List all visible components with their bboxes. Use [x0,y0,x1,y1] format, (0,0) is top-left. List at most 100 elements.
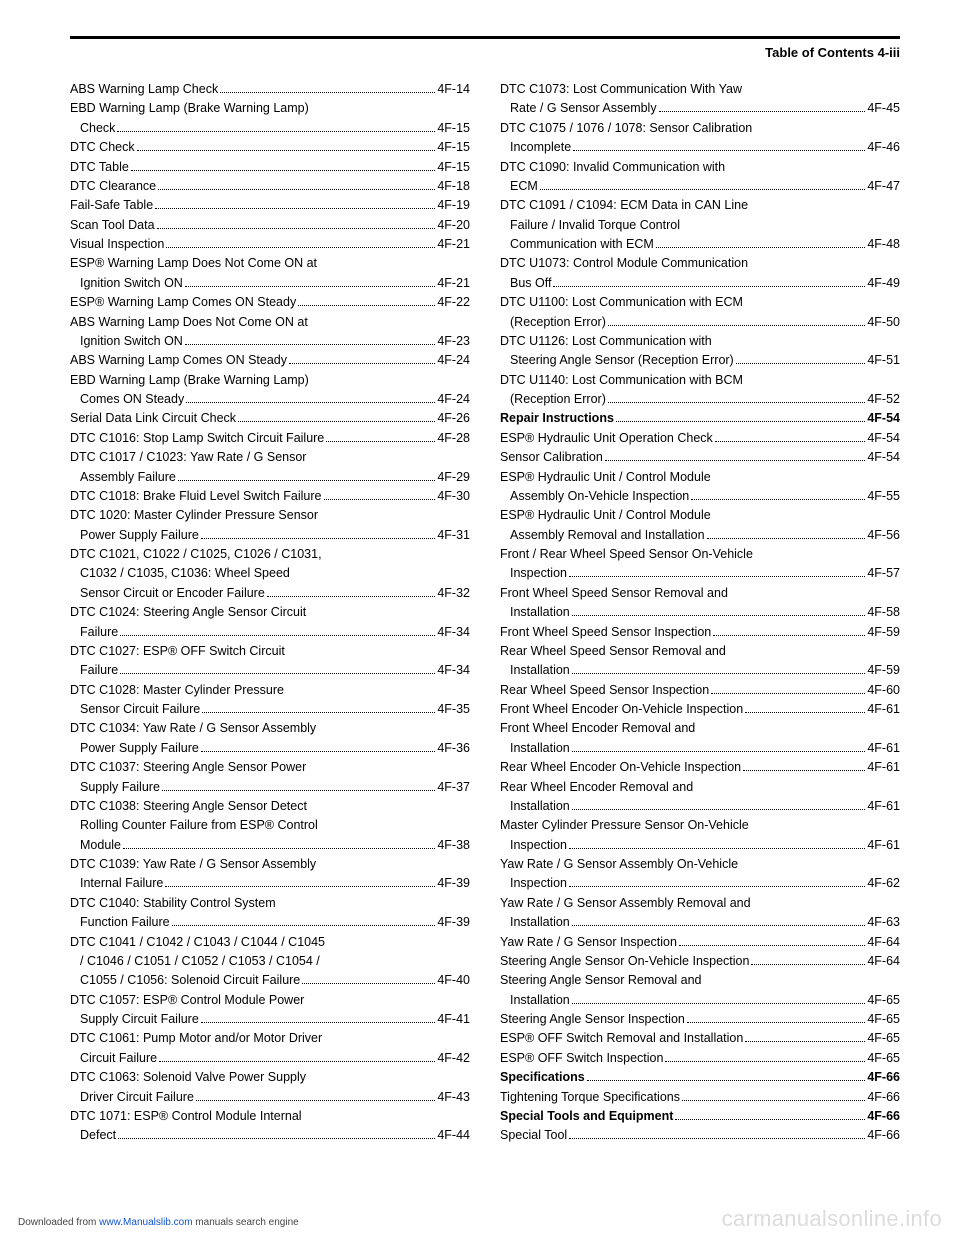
footer-prefix: Downloaded from [18,1217,99,1228]
toc-label: Scan Tool Data [70,216,155,235]
toc-entry: Circuit Failure4F-42 [70,1049,470,1068]
toc-page: 4F-29 [437,468,470,487]
toc-leader-dots [540,189,866,190]
toc-entry: Defect4F-44 [70,1126,470,1145]
toc-entry: Function Failure4F-39 [70,913,470,932]
toc-page: 4F-62 [867,874,900,893]
toc-entry-line: C1032 / C1035, C1036: Wheel Speed [70,564,470,583]
toc-page: 4F-64 [867,933,900,952]
toc-label: Ignition Switch ON [80,332,183,351]
toc-leader-dots [120,635,435,636]
toc-label: Rate / G Sensor Assembly [510,99,657,118]
toc-page: 4F-59 [867,661,900,680]
toc-page: 4F-35 [437,700,470,719]
toc-entry: Yaw Rate / G Sensor Inspection4F-64 [500,933,900,952]
toc-entry: Power Supply Failure4F-31 [70,526,470,545]
toc-entry: Ignition Switch ON4F-23 [70,332,470,351]
toc-label: ESP® OFF Switch Inspection [500,1049,663,1068]
toc-label: (Reception Error) [510,390,606,409]
toc-page: 4F-57 [867,564,900,583]
toc-page: 4F-34 [437,623,470,642]
toc-leader-dots [675,1119,865,1120]
toc-entry: Assembly Failure4F-29 [70,468,470,487]
footer-suffix: manuals search engine [193,1217,299,1228]
toc-entry-line: DTC C1061: Pump Motor and/or Motor Drive… [70,1029,470,1048]
toc-entry: Rear Wheel Encoder On-Vehicle Inspection… [500,758,900,777]
toc-entry: Assembly On-Vehicle Inspection4F-55 [500,487,900,506]
toc-entry-line: DTC C1037: Steering Angle Sensor Power [70,758,470,777]
toc-entry-line: DTC C1091 / C1094: ECM Data in CAN Line [500,196,900,215]
toc-entry: Sensor Circuit or Encoder Failure 4F-32 [70,584,470,603]
toc-leader-dots [659,111,866,112]
toc-entry-line: DTC U1126: Lost Communication with [500,332,900,351]
toc-page: 4F-46 [867,138,900,157]
toc-label: Inspection [510,836,567,855]
toc-entry-line: Front Wheel Encoder Removal and [500,719,900,738]
toc-entry: Bus Off4F-49 [500,274,900,293]
toc-page: 4F-66 [867,1107,900,1126]
toc-entry-line: ESP® Hydraulic Unit / Control Module [500,468,900,487]
toc-page: 4F-61 [867,797,900,816]
toc-leader-dots [608,402,865,403]
toc-page: 4F-34 [437,661,470,680]
toc-entry-line: DTC C1038: Steering Angle Sensor Detect [70,797,470,816]
toc-page: 4F-41 [437,1010,470,1029]
toc-entry: Comes ON Steady4F-24 [70,390,470,409]
toc-entry-line: DTC C1057: ESP® Control Module Power [70,991,470,1010]
footer-link[interactable]: www.Manualslib.com [99,1217,192,1228]
toc-page: 4F-24 [437,351,470,370]
toc-leader-dots [166,247,435,248]
toc-label: ABS Warning Lamp Check [70,80,218,99]
toc-label: Tightening Torque Specifications [500,1088,680,1107]
toc-entry: Installation4F-65 [500,991,900,1010]
toc-page: 4F-37 [437,778,470,797]
toc-page: 4F-21 [437,235,470,254]
toc-page: 4F-56 [867,526,900,545]
toc-page: 4F-63 [867,913,900,932]
toc-page: 4F-31 [437,526,470,545]
toc-page: 4F-15 [437,158,470,177]
toc-entry: Failure4F-34 [70,623,470,642]
watermark: carmanualsonline.info [722,1206,942,1232]
toc-entry: ESP® Warning Lamp Comes ON Steady4F-22 [70,293,470,312]
toc-page: 4F-39 [437,913,470,932]
toc-leader-dots [572,615,866,616]
toc-entry: Installation4F-59 [500,661,900,680]
toc-label: ABS Warning Lamp Comes ON Steady [70,351,287,370]
toc-label: Inspection [510,564,567,583]
toc-leader-dots [117,131,435,132]
toc-entry: ABS Warning Lamp Comes ON Steady 4F-24 [70,351,470,370]
toc-entry-line: DTC C1090: Invalid Communication with [500,158,900,177]
toc-entry-line: Master Cylinder Pressure Sensor On-Vehic… [500,816,900,835]
toc-page: 4F-32 [437,584,470,603]
toc-entry-line: DTC C1024: Steering Angle Sensor Circuit [70,603,470,622]
toc-label: ESP® OFF Switch Removal and Installation [500,1029,743,1048]
toc-page: 4F-66 [867,1068,900,1087]
toc-entry-line: DTC C1073: Lost Communication With Yaw [500,80,900,99]
toc-label: Special Tools and Equipment [500,1107,673,1126]
toc-leader-dots [120,673,435,674]
page-header-title: Table of Contents 4-iii [70,45,900,60]
toc-leader-dots [186,402,435,403]
toc-entry: Installation4F-58 [500,603,900,622]
toc-page: 4F-48 [867,235,900,254]
toc-leader-dots [178,480,435,481]
toc-leader-dots [137,150,436,151]
toc-entry: Front Wheel Encoder On-Vehicle Inspectio… [500,700,900,719]
toc-entry-line: DTC C1027: ESP® OFF Switch Circuit [70,642,470,661]
toc-page: 4F-61 [867,758,900,777]
toc-entry-line: DTC C1075 / 1076 / 1078: Sensor Calibrat… [500,119,900,138]
toc-leader-dots [159,1061,435,1062]
toc-leader-dots [745,712,865,713]
toc-page: 4F-19 [437,196,470,215]
toc-label: Rear Wheel Encoder On-Vehicle Inspection [500,758,741,777]
toc-page: 4F-18 [437,177,470,196]
toc-leader-dots [267,596,436,597]
toc-entry-line: Front Wheel Speed Sensor Removal and [500,584,900,603]
toc-entry-line: DTC U1140: Lost Communication with BCM [500,371,900,390]
toc-label: Sensor Circuit or Encoder Failure [80,584,265,603]
toc-leader-dots [302,983,435,984]
toc-leader-dots [687,1022,865,1023]
toc-entry-line: DTC C1040: Stability Control System [70,894,470,913]
toc-entry-line: DTC 1020: Master Cylinder Pressure Senso… [70,506,470,525]
